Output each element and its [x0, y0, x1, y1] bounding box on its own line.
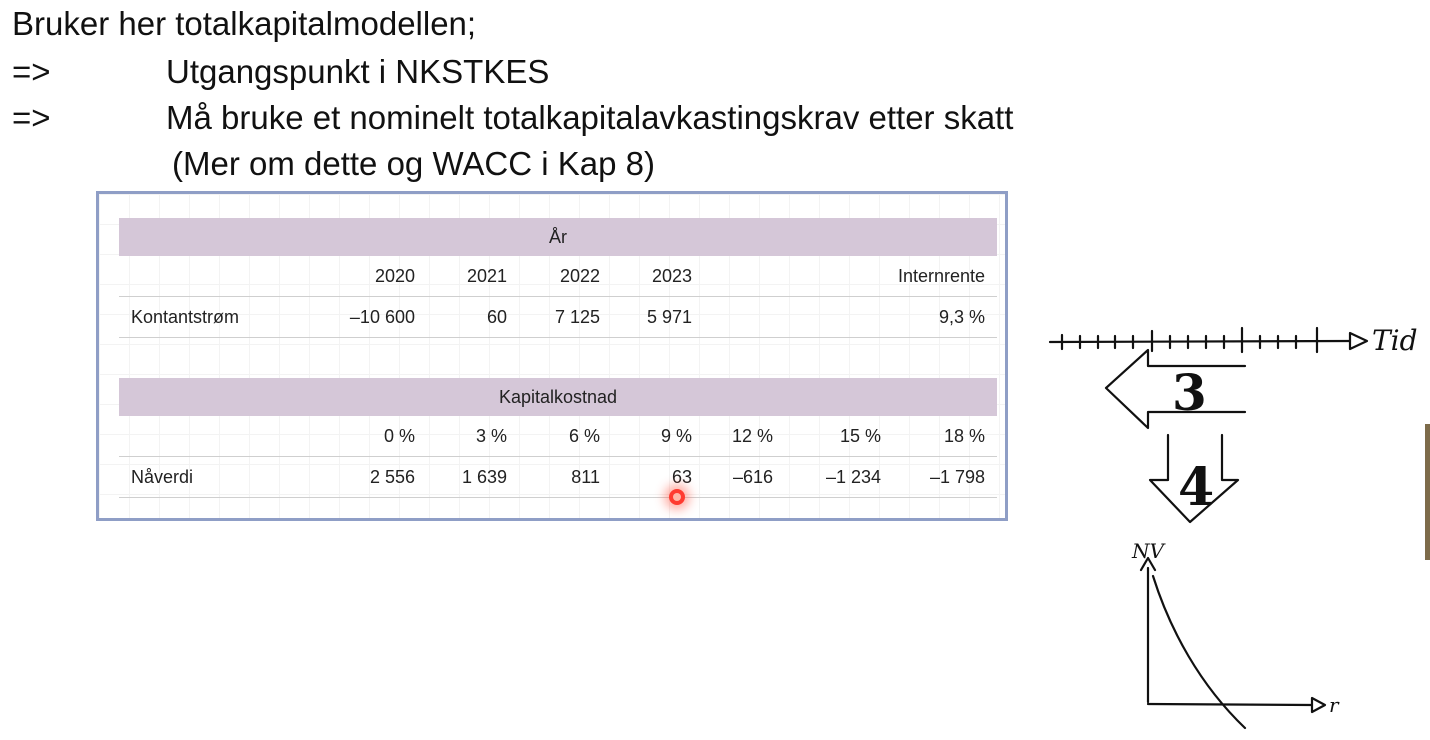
npv-value: 1 639: [461, 467, 507, 487]
year-header: 2020: [374, 266, 415, 286]
note-wacc: (Mer om dette og WACC i Kap 8): [172, 145, 655, 182]
rate-header: 12 %: [731, 426, 773, 446]
timeline-axis: [1048, 339, 1352, 344]
cashflow-row: Kontantstrøm –10 600 60 7 125 5 971 9,3 …: [119, 297, 997, 338]
npv-value: –1 798: [929, 467, 985, 487]
npv-axis-label: NV: [1131, 539, 1167, 563]
irr-value: 9,3 %: [938, 307, 985, 327]
npv-value: –616: [732, 467, 773, 487]
cost-of-capital-band: Kapitalkostnad: [119, 378, 997, 416]
bullet-required-return: Må bruke et nominelt totalkapitalavkasti…: [166, 99, 1014, 136]
step-four-label: 4: [1178, 457, 1214, 518]
year-header: 2021: [466, 266, 507, 286]
rate-header: 15 %: [839, 426, 881, 446]
pointer-cursor-icon: [669, 489, 685, 505]
step-three-label: 3: [1172, 363, 1207, 422]
arrow-marker-1: =>: [12, 53, 51, 90]
npv-x-axis: [1146, 702, 1314, 707]
npv-label: Nåverdi: [131, 467, 194, 487]
npv-table: Kapitalkostnad 0 % 3 % 6 % 9 % 12 % 15 %…: [119, 378, 997, 498]
rate-header-row: 0 % 3 % 6 % 9 % 12 % 15 % 18 %: [119, 416, 997, 457]
npv-curve: [1151, 574, 1247, 730]
year-header: 2022: [559, 266, 600, 286]
rate-axis-label: r: [1329, 693, 1340, 717]
cashflow-value: 7 125: [554, 307, 600, 327]
npv-x-arrowhead-icon: [1310, 696, 1327, 714]
down-arrow-icon: [1148, 433, 1240, 524]
npv-value: 811: [571, 467, 600, 487]
npv-value: 63: [671, 467, 692, 487]
rate-header: 9 %: [660, 426, 692, 446]
cashflow-value: 60: [486, 307, 507, 327]
irr-header: Internrente: [897, 266, 985, 286]
left-arrow-icon: [1104, 348, 1247, 430]
npv-y-arrowhead-icon: [1139, 556, 1157, 572]
year-header: 2023: [651, 266, 692, 286]
timeline-arrowhead-icon: [1348, 331, 1369, 351]
time-label: Tid: [1372, 324, 1418, 357]
slide-heading: Bruker her totalkapitalmodellen;: [12, 5, 477, 42]
cashflow-value: 5 971: [646, 307, 692, 327]
timeline-ticks: [1060, 326, 1319, 354]
cashflow-label: Kontantstrøm: [131, 307, 240, 327]
rate-header: 6 %: [568, 426, 600, 446]
rate-header: 3 %: [475, 426, 507, 446]
arrow-marker-2: =>: [12, 99, 51, 136]
cashflow-table-panel: År 2020 2021 2022 2023 Internrente Konta…: [96, 191, 1008, 521]
irr-table: År 2020 2021 2022 2023 Internrente Konta…: [119, 218, 997, 338]
rate-header: 0 %: [383, 426, 415, 446]
year-band: År: [119, 218, 997, 256]
rate-header: 18 %: [943, 426, 985, 446]
year-header-row: 2020 2021 2022 2023 Internrente: [119, 256, 997, 297]
cashflow-value: –10 600: [349, 307, 415, 327]
video-thumbnail-edge: [1425, 424, 1430, 560]
npv-value: 2 556: [369, 467, 415, 487]
hand-drawn-sketch: Tid 3 4 NV r: [1048, 324, 1418, 730]
npv-value: –1 234: [825, 467, 881, 487]
npv-row: Nåverdi 2 556 1 639 811 63 –616 –1 234 –…: [119, 457, 997, 498]
bullet-starting-point: Utgangspunkt i NKSTKES: [166, 53, 550, 90]
